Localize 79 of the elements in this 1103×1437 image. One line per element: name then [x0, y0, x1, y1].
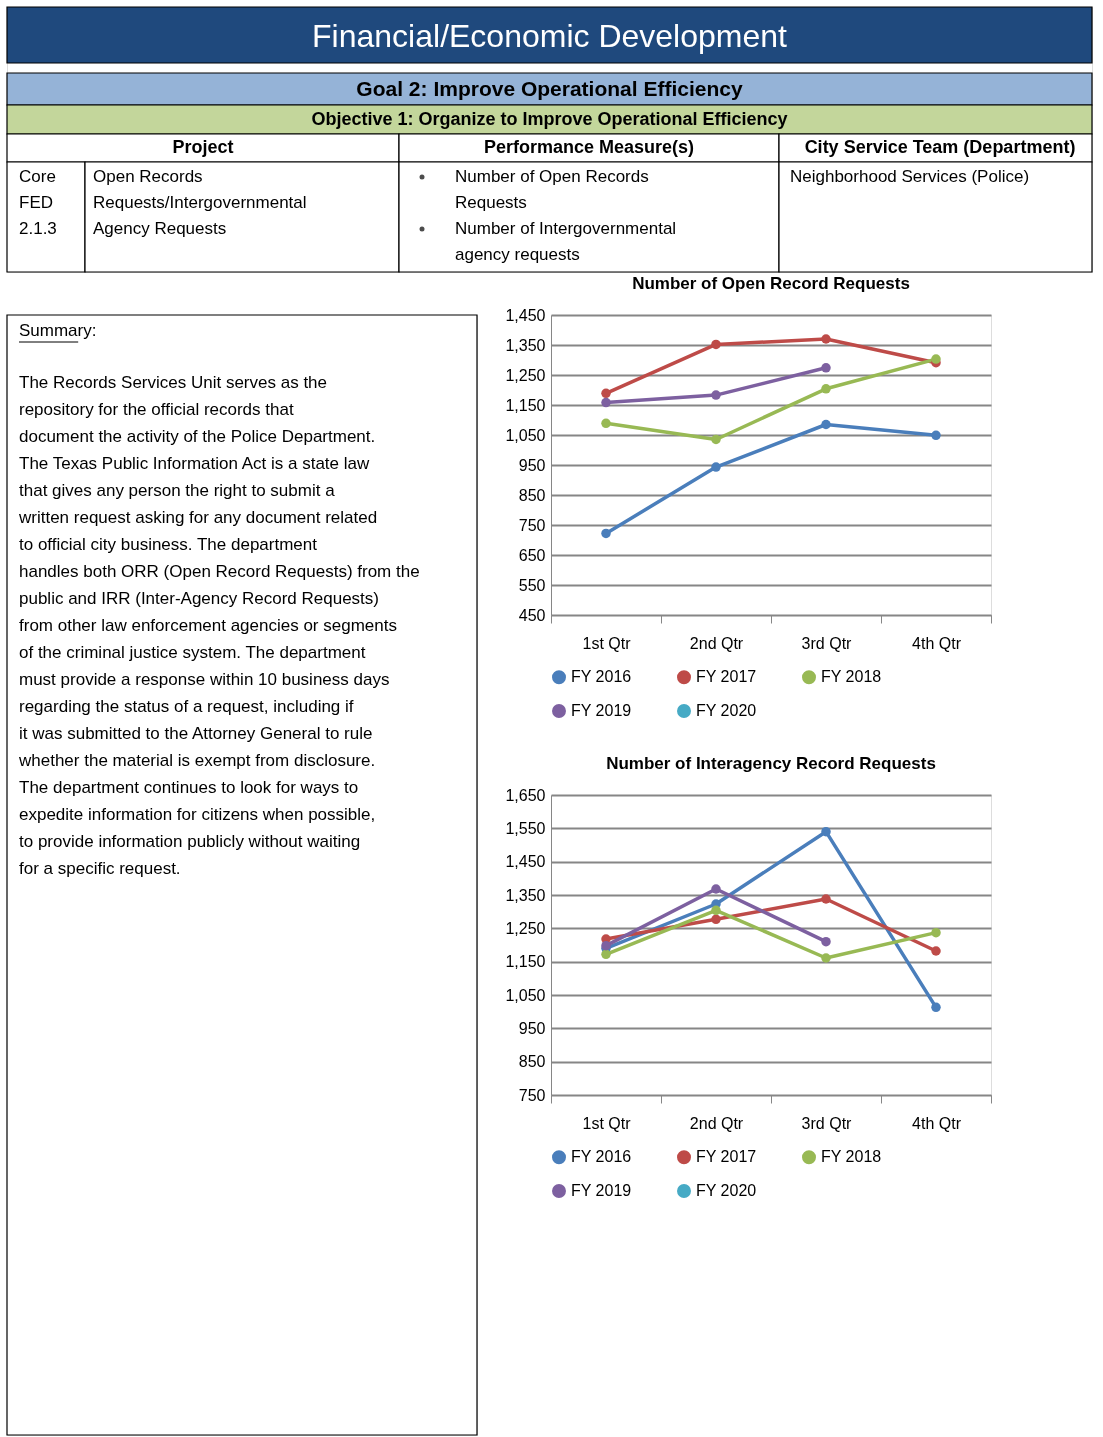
point [931, 927, 941, 938]
point [711, 914, 721, 925]
point [821, 363, 831, 373]
x-tick-label: 1st Qtr [582, 1114, 632, 1132]
chart-title: Number of Open Record Requests [632, 274, 910, 293]
y-tick-label: 950 [518, 456, 546, 474]
point [711, 339, 721, 350]
y-tick-label: 1,250 [505, 919, 546, 937]
point [711, 884, 721, 894]
y-tick-label: 850 [518, 486, 546, 504]
y-tick-label: 450 [518, 606, 546, 624]
y-tick-label: 1,350 [505, 886, 546, 904]
point [601, 949, 611, 960]
legend-label: FY 2016 [571, 1148, 632, 1166]
y-tick-label: 950 [518, 1019, 546, 1037]
point [601, 528, 611, 539]
legend-label: FY 2020 [696, 1182, 757, 1199]
y-tick-label: 1,650 [505, 786, 546, 804]
text: Performance Measure(s) [483, 137, 695, 157]
text: Goal 2: Improve Operational Efficiency [356, 77, 743, 100]
x-tick-label: 1st Qtr [582, 634, 632, 652]
point [821, 936, 831, 947]
x-tick-label: 4th Qtr [912, 634, 962, 652]
legend-label: FY 2019 [571, 1182, 632, 1199]
point [711, 434, 721, 445]
point [931, 430, 941, 441]
y-tick-label: 1,350 [505, 336, 546, 354]
point [931, 946, 941, 956]
text: Summary: [19, 321, 97, 340]
text: Neighborhood Services (Police) [790, 167, 1030, 186]
y-tick-label: 750 [518, 1086, 546, 1104]
point [821, 419, 831, 430]
point [601, 388, 611, 399]
text: Number of Intergovernmental agency requests [455, 219, 677, 264]
text: Number of Open Records Requests [455, 167, 649, 212]
y-tick-label: 1,550 [505, 819, 546, 837]
point [601, 397, 611, 408]
y-tick-label: 1,050 [505, 426, 546, 444]
text: The Records Services Unit serves as the repository for the official records that document the activity of the Police Department. The Texas Public Information Act is a state law that gives any person the right to submit a written request asking for any document related to official city business. The department handles both ORR (Open Record Requests) from the public and IRR (Inter-Agency Record Requests) from other law enforcement agencies or segments of the criminal justice system. The department must provide a response within 10 business days regarding the status of a request, including if it was submitted to the Attorney General to rule whether the material is exempt from disclosure. The department continues to look for ways to expedite information for citizens when possible, to provide information publicly without waiting for a specific request. [19, 373, 420, 878]
point [711, 462, 721, 472]
y-tick-label: 1,250 [505, 366, 546, 384]
text: City Service Team (Department) [804, 137, 1076, 157]
point [601, 418, 611, 429]
x-tick-label: 3rd Qtr [801, 1114, 853, 1132]
x-tick-label: 2nd Qtr [689, 1114, 744, 1132]
legend-label: FY 2019 [571, 702, 632, 719]
text: Project [172, 137, 234, 157]
legend-label: FY 2017 [696, 1148, 757, 1166]
y-tick-label: 1,150 [505, 396, 546, 414]
point [931, 354, 941, 364]
text: Financial/Economic Development [312, 18, 788, 54]
chart-title: Number of Interagency Record Requests [606, 754, 936, 773]
x-tick-label: 3rd Qtr [801, 634, 853, 652]
point [931, 1002, 941, 1013]
y-tick-label: 1,150 [505, 953, 546, 971]
point [821, 894, 831, 904]
legend-label: FY 2018 [821, 668, 882, 686]
x-tick-label: 2nd Qtr [689, 634, 744, 652]
y-tick-label: 1,050 [505, 986, 546, 1004]
x-tick-label: 4th Qtr [912, 1114, 962, 1132]
y-tick-label: 1,450 [505, 306, 546, 324]
legend-label: FY 2017 [696, 668, 757, 686]
y-tick-label: 750 [518, 516, 546, 534]
point [711, 390, 721, 400]
point [711, 905, 721, 916]
y-tick-label: 650 [518, 546, 546, 564]
text: Core FED 2.1.3 [19, 167, 57, 238]
point [821, 334, 831, 344]
y-tick-label: 1,450 [505, 853, 546, 871]
y-tick-label: 850 [518, 1053, 546, 1071]
point [821, 826, 831, 837]
y-tick-label: 550 [518, 576, 546, 594]
text: Objective 1: Organize to Improve Operational Efficiency [311, 109, 788, 129]
point [821, 953, 831, 963]
point [821, 384, 831, 394]
legend-label: FY 2018 [821, 1148, 882, 1166]
legend-label: FY 2016 [571, 668, 632, 686]
text: Open Records Requests/Intergovernmental Agency Requests [93, 167, 307, 238]
legend-label: FY 2020 [696, 702, 757, 719]
